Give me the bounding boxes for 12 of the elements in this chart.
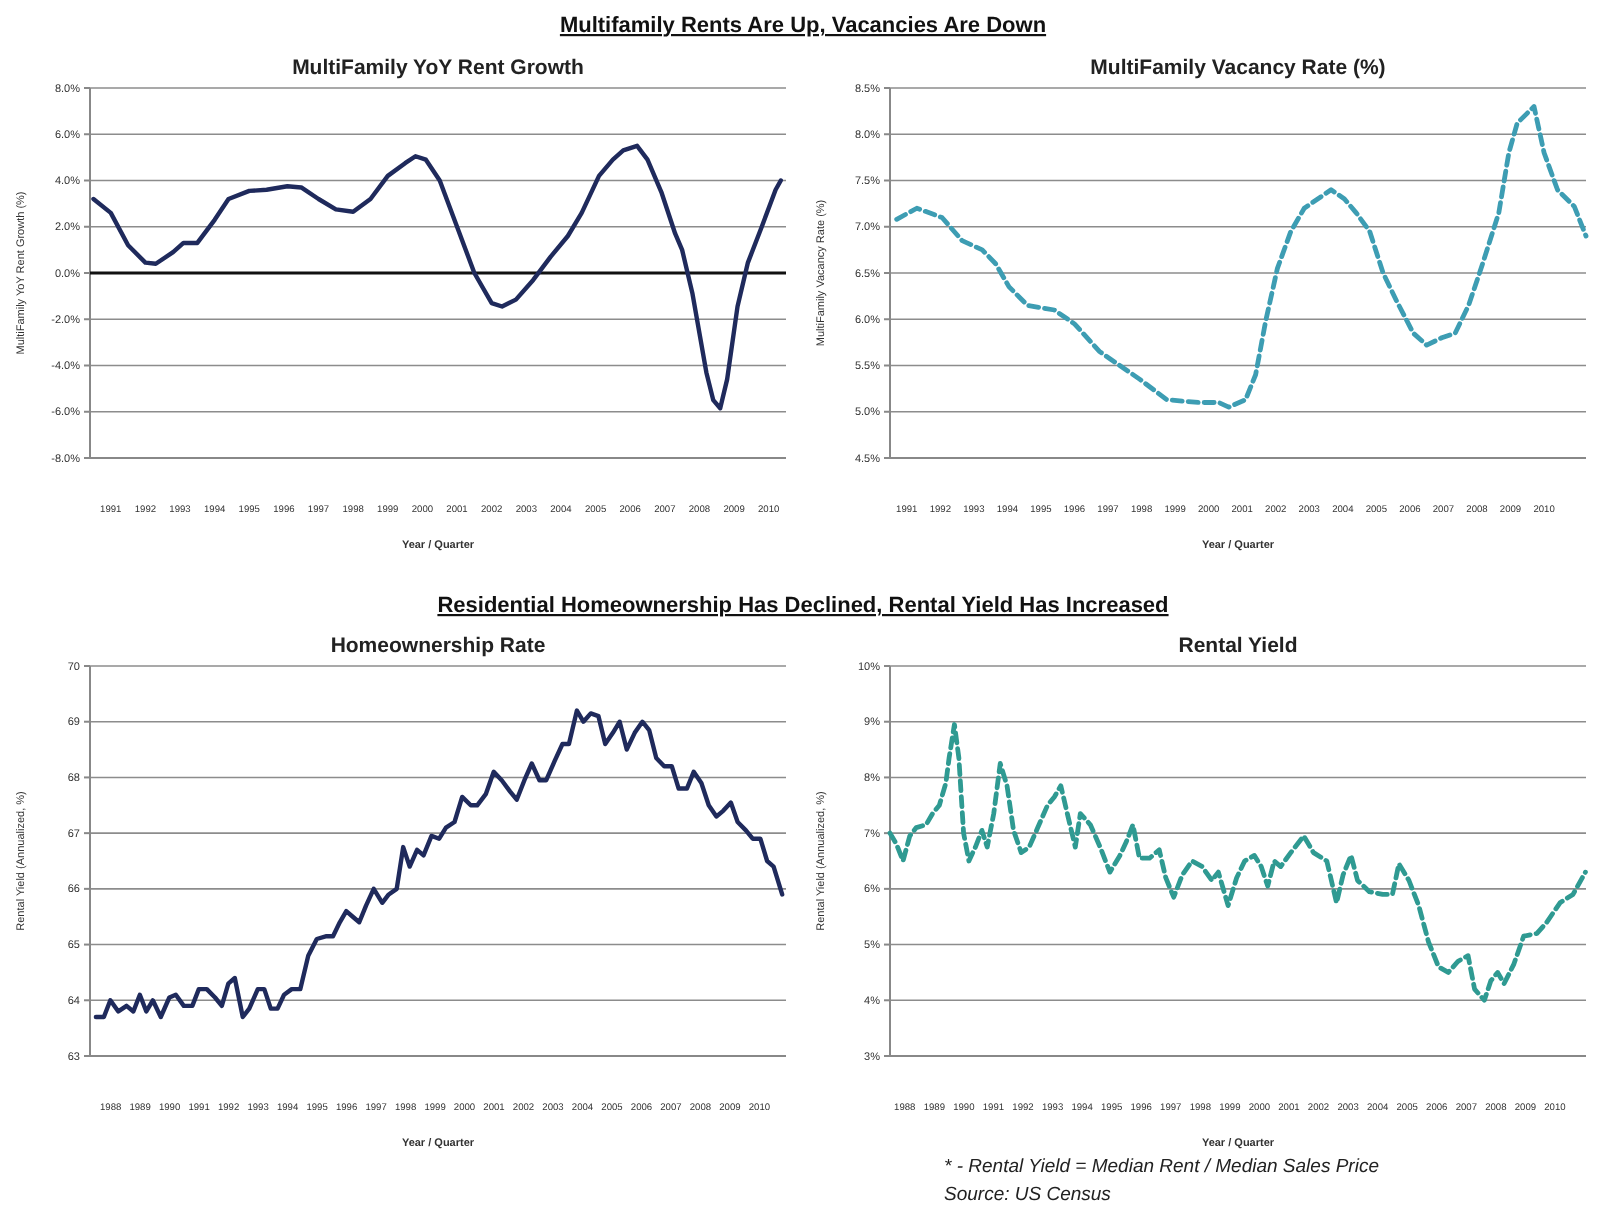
chart-title: Rental Yield xyxy=(1178,634,1298,658)
line-series xyxy=(93,708,785,1020)
line-series xyxy=(887,722,1588,1003)
source-note: Source: US Census xyxy=(944,1184,1112,1206)
text: Multifamily Rents Are Up, Vacancies Are Down xyxy=(559,14,1047,38)
line-series xyxy=(894,104,1589,410)
text: Residential Homeownership Has Declined, Rental Yield Has Increased xyxy=(437,594,1169,618)
chart-title: Homeownership Rate xyxy=(330,634,546,658)
chart-title: MultiFamily YoY Rent Growth xyxy=(292,56,584,80)
text: * - Rental Yield = Median Rent / Median Sales Price xyxy=(944,1156,1379,1178)
line-series xyxy=(91,143,784,411)
chart-title: MultiFamily Vacancy Rate (%) xyxy=(1090,56,1386,80)
